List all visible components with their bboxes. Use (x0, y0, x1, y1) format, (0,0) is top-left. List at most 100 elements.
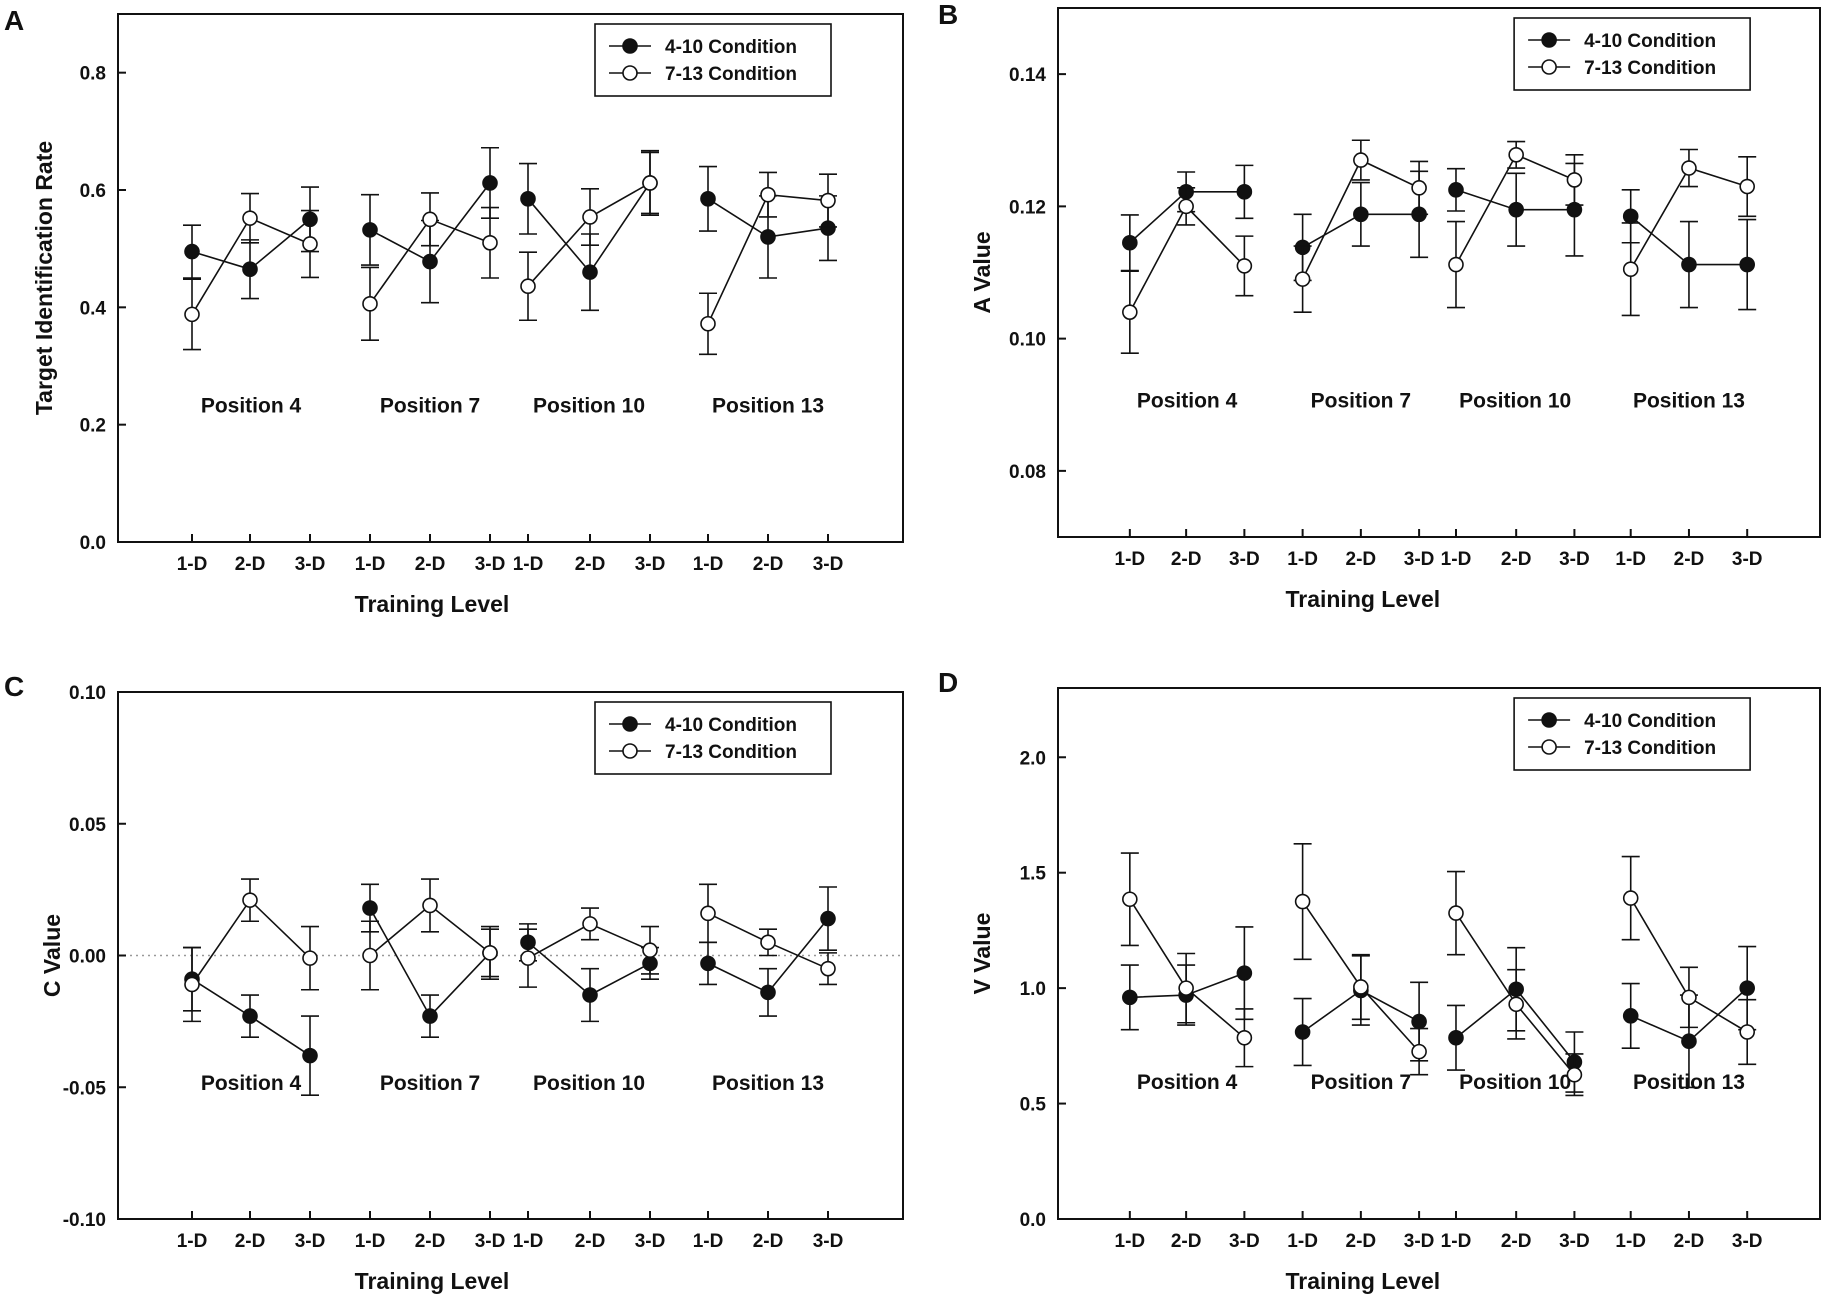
data-point (1236, 184, 1253, 200)
x-tick-label: 1-D (1441, 1231, 1472, 1252)
y-tick-label: 1.0 (1020, 979, 1046, 1000)
y-tick-label: 0.8 (80, 64, 106, 85)
panel-D: D 0.0 0.5 1.0 1.5 2.0 1-D 2-D 3-D 1-D 2-D 3-D 1-D 2-D… (938, 667, 1821, 1294)
data-point (1178, 198, 1194, 215)
data-point (302, 236, 318, 252)
group-label: Position 4 (201, 1072, 302, 1095)
x-tick-label: 3-D (1732, 549, 1763, 570)
x-tick-label: 2-D (575, 554, 606, 575)
data-point (1411, 1043, 1427, 1060)
data-point (820, 910, 836, 927)
group-label: Position 7 (1311, 1071, 1411, 1094)
data-point (1236, 965, 1253, 981)
x-tick-label: 1-D (1615, 1231, 1646, 1252)
data-point (1681, 1033, 1697, 1050)
x-tick-label: 3-D (295, 554, 326, 575)
data-point (642, 942, 658, 959)
data-point (1448, 256, 1464, 273)
series-open (1120, 139, 1757, 354)
y-tick-label: 0.14 (1009, 65, 1046, 86)
data-point (362, 900, 378, 916)
data-point (242, 892, 258, 908)
x-tick-label: 2-D (1346, 549, 1377, 570)
x-tick-label: 2-D (1501, 1231, 1532, 1252)
data-point (1236, 258, 1253, 274)
data-point (1739, 256, 1755, 273)
legend-label: 7-13 Condition (1584, 738, 1716, 759)
x-tick-label: 2-D (1674, 1231, 1705, 1252)
x-tick-label: 1-D (513, 554, 544, 575)
data-point (760, 984, 776, 1001)
data-point (520, 278, 536, 295)
panel-letter: B (938, 0, 958, 30)
group-label: Position 10 (533, 395, 645, 418)
legend-marker (1541, 739, 1557, 755)
data-point (242, 210, 258, 226)
group-label: Position 13 (1633, 389, 1745, 412)
x-tick-label: 3-D (813, 1231, 844, 1252)
x-tick-label: 3-D (1229, 1231, 1260, 1252)
x-tick-label: 3-D (635, 554, 666, 575)
data-point (482, 945, 498, 961)
x-tick-label: 3-D (1559, 1231, 1590, 1252)
legend: 4-10 Condition 7-13 Condition (594, 701, 832, 775)
y-tick-label: 0.00 (69, 947, 106, 968)
x-tick-label: 2-D (753, 1231, 784, 1252)
data-point (520, 191, 536, 207)
y-tick-label: 0.0 (1020, 1210, 1046, 1231)
x-tick-label: 3-D (1404, 549, 1435, 570)
x-tick-label: 2-D (1346, 1231, 1377, 1252)
y-tick-label: -0.05 (63, 1078, 107, 1099)
x-tick-label: 1-D (177, 554, 208, 575)
group-label: Position 4 (1137, 1071, 1238, 1094)
data-point (642, 175, 658, 191)
data-point (1294, 893, 1311, 910)
x-tick-label: 2-D (1501, 549, 1532, 570)
panel-A: A 0.0 0.2 0.4 0.6 0.8 1-D 2-D 3-D 1-D 2-D 3-D 1-D 2-D… (4, 5, 904, 617)
data-point (1566, 1066, 1583, 1083)
panel-letter: D (938, 667, 958, 698)
x-axis-label: Training Level (1285, 1268, 1440, 1294)
data-point (700, 191, 716, 207)
panel-letter: C (4, 671, 24, 702)
data-point (1178, 980, 1194, 996)
data-point (422, 211, 438, 228)
data-point (184, 306, 200, 323)
data-point (422, 1008, 438, 1024)
data-point (482, 175, 498, 191)
data-point (1448, 905, 1464, 921)
y-tick-label: -0.10 (63, 1210, 106, 1231)
group-label: Position 10 (533, 1072, 645, 1095)
legend-marker (622, 38, 638, 54)
data-point (1353, 206, 1369, 223)
data-point (184, 976, 200, 993)
legend: 4-10 Condition 7-13 Condition (594, 23, 832, 97)
x-tick-label: 1-D (1115, 549, 1146, 570)
legend-box (1513, 17, 1751, 91)
y-tick-label: 0.5 (1020, 1095, 1047, 1116)
data-point (1122, 891, 1138, 908)
data-point (362, 296, 378, 312)
data-point (1508, 201, 1524, 218)
data-point (1122, 234, 1138, 251)
data-point (820, 960, 836, 977)
y-tick-label: 0.12 (1009, 197, 1046, 218)
group-label: Position 7 (380, 1072, 480, 1095)
x-tick-label: 1-D (1115, 1231, 1146, 1252)
data-point (482, 235, 498, 251)
series-filled (183, 146, 837, 312)
data-point (242, 1008, 258, 1024)
panel-B: B 0.08 0.10 0.12 0.14 1-D 2-D 3-D 1-D 2-D 3-D 1-D 2-… (938, 0, 1821, 612)
y-tick-label: 0.10 (1009, 330, 1046, 351)
group-label: Position 4 (1137, 389, 1238, 412)
data-point (582, 264, 598, 280)
legend-marker (1541, 59, 1557, 75)
x-tick-label: 3-D (475, 1231, 506, 1252)
legend: 4-10 Condition 7-13 Condition (1513, 17, 1751, 91)
data-point (582, 916, 598, 932)
data-point (1622, 890, 1639, 906)
series-line (527, 182, 651, 274)
data-point (422, 253, 438, 270)
data-point (1622, 1008, 1639, 1024)
